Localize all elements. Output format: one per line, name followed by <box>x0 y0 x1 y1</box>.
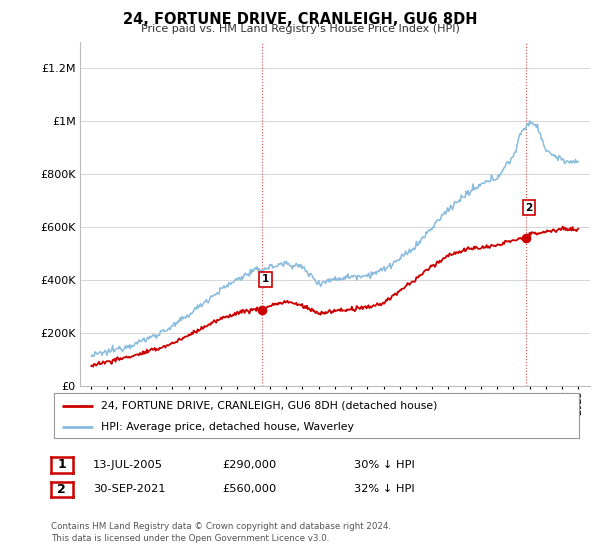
Text: Contains HM Land Registry data © Crown copyright and database right 2024.
This d: Contains HM Land Registry data © Crown c… <box>51 522 391 543</box>
Text: 30% ↓ HPI: 30% ↓ HPI <box>354 460 415 470</box>
Text: 24, FORTUNE DRIVE, CRANLEIGH, GU6 8DH: 24, FORTUNE DRIVE, CRANLEIGH, GU6 8DH <box>123 12 477 27</box>
Text: 2: 2 <box>525 203 533 213</box>
Text: 2: 2 <box>58 483 66 496</box>
Text: HPI: Average price, detached house, Waverley: HPI: Average price, detached house, Wave… <box>101 422 354 432</box>
Text: 13-JUL-2005: 13-JUL-2005 <box>93 460 163 470</box>
Text: £560,000: £560,000 <box>222 484 276 494</box>
Text: 1: 1 <box>262 274 269 284</box>
Text: 30-SEP-2021: 30-SEP-2021 <box>93 484 166 494</box>
Text: £290,000: £290,000 <box>222 460 276 470</box>
Text: Price paid vs. HM Land Registry's House Price Index (HPI): Price paid vs. HM Land Registry's House … <box>140 24 460 34</box>
Text: 32% ↓ HPI: 32% ↓ HPI <box>354 484 415 494</box>
Text: 1: 1 <box>58 458 66 472</box>
Text: 24, FORTUNE DRIVE, CRANLEIGH, GU6 8DH (detached house): 24, FORTUNE DRIVE, CRANLEIGH, GU6 8DH (d… <box>101 400 437 410</box>
